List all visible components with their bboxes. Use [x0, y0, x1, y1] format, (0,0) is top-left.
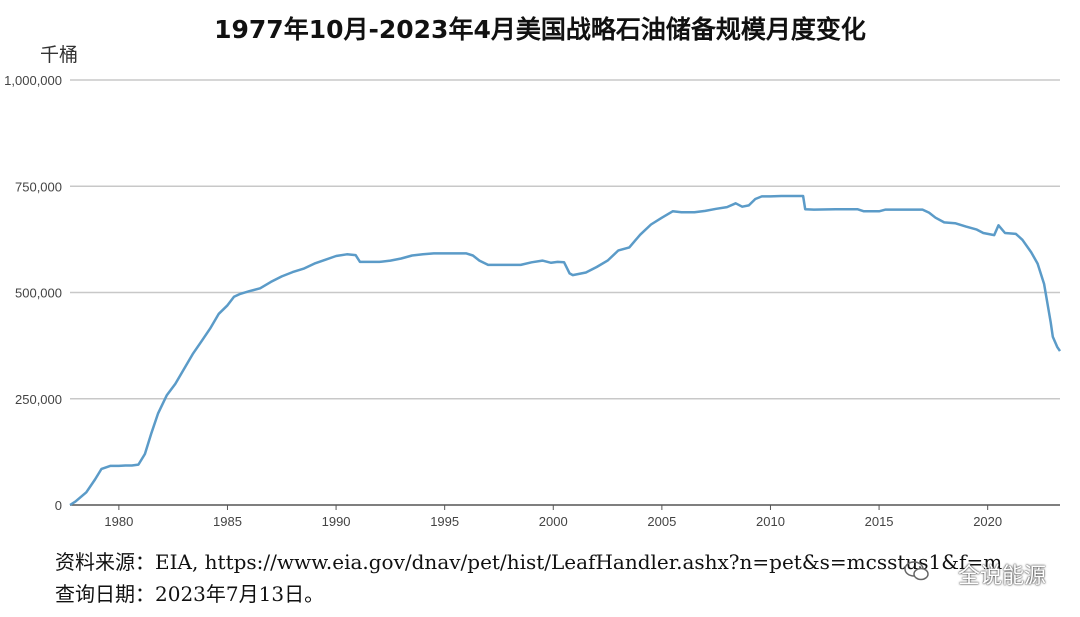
- y-tick-label: 1,000,000: [4, 73, 62, 88]
- series-layer: [69, 194, 1062, 507]
- source-note: 资料来源：EIA, https://www.eia.gov/dnav/pet/h…: [55, 550, 1003, 574]
- x-tick-label: 1990: [322, 514, 351, 529]
- wechat-icon: [904, 561, 929, 581]
- watermark-text: 全说能源: [957, 564, 1046, 589]
- chart-title: 1977年10月-2023年4月美国战略石油储备规模月度变化: [214, 15, 866, 44]
- x-tick-label: 1995: [430, 514, 459, 529]
- y-tick-label: 500,000: [15, 286, 62, 301]
- y-tick-label: 0: [55, 498, 62, 513]
- x-tick-label: 2020: [973, 514, 1002, 529]
- y-axis-unit-label: 千桶: [40, 44, 79, 66]
- y-tick-label: 250,000: [15, 392, 62, 407]
- series-line: [69, 194, 1062, 507]
- query-date-note: 查询日期：2023年7月13日。: [55, 582, 325, 606]
- grid-lines: [70, 79, 1060, 506]
- x-tick-label: 2015: [865, 514, 894, 529]
- x-tick-label: 2010: [756, 514, 785, 529]
- y-tick-labels: 0 250,000 500,000 750,000 1,000,000: [4, 73, 62, 513]
- x-tick-label: 1980: [104, 514, 133, 529]
- x-tick-label: 2000: [539, 514, 568, 529]
- x-tick-label: 1985: [213, 514, 242, 529]
- x-tick-label: 2005: [647, 514, 676, 529]
- y-tick-label: 750,000: [15, 179, 62, 194]
- x-tick-labels: 1980 1985 1990 1995 2000 2005 2010 2015 2020: [104, 505, 1002, 529]
